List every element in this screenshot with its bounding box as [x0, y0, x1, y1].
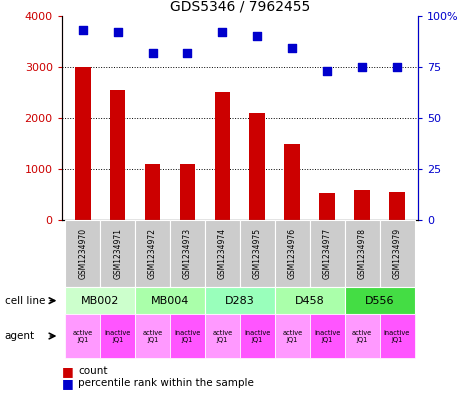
- Text: active
JQ1: active JQ1: [73, 329, 93, 343]
- Bar: [75, 67, 91, 220]
- Bar: [170, 314, 205, 358]
- Bar: [145, 164, 161, 220]
- Bar: [380, 314, 415, 358]
- Text: inactive
JQ1: inactive JQ1: [384, 329, 410, 343]
- Bar: [345, 314, 380, 358]
- Text: GSM1234975: GSM1234975: [253, 228, 262, 279]
- Bar: [205, 314, 240, 358]
- Text: D458: D458: [295, 296, 324, 306]
- Point: [149, 50, 156, 56]
- Text: GSM1234971: GSM1234971: [113, 228, 122, 279]
- Bar: [180, 164, 195, 220]
- Bar: [285, 145, 300, 220]
- Text: count: count: [78, 366, 108, 376]
- Point: [184, 50, 191, 56]
- Text: agent: agent: [5, 331, 35, 341]
- Point: [254, 33, 261, 39]
- Text: percentile rank within the sample: percentile rank within the sample: [78, 378, 254, 388]
- Bar: [275, 220, 310, 287]
- Text: inactive
JQ1: inactive JQ1: [174, 329, 200, 343]
- Bar: [100, 220, 135, 287]
- Text: active
JQ1: active JQ1: [282, 329, 303, 343]
- Text: MB002: MB002: [81, 296, 119, 306]
- Bar: [135, 287, 205, 314]
- Point: [79, 27, 86, 33]
- Bar: [275, 287, 345, 314]
- Bar: [310, 220, 345, 287]
- Bar: [170, 220, 205, 287]
- Bar: [240, 220, 275, 287]
- Bar: [65, 220, 100, 287]
- Bar: [65, 314, 100, 358]
- Text: ■: ■: [62, 365, 74, 378]
- Point: [114, 29, 122, 35]
- Text: active
JQ1: active JQ1: [212, 329, 233, 343]
- Text: inactive
JQ1: inactive JQ1: [104, 329, 131, 343]
- Text: GSM1234979: GSM1234979: [392, 228, 401, 279]
- Text: GSM1234970: GSM1234970: [78, 228, 87, 279]
- Bar: [380, 220, 415, 287]
- Text: inactive
JQ1: inactive JQ1: [314, 329, 341, 343]
- Bar: [215, 92, 230, 220]
- Bar: [354, 191, 370, 220]
- Bar: [275, 314, 310, 358]
- Bar: [249, 113, 265, 220]
- Bar: [389, 192, 405, 220]
- Text: active
JQ1: active JQ1: [352, 329, 372, 343]
- Text: active
JQ1: active JQ1: [142, 329, 162, 343]
- Bar: [205, 287, 275, 314]
- Point: [323, 68, 331, 74]
- Bar: [100, 314, 135, 358]
- Title: GDS5346 / 7962455: GDS5346 / 7962455: [170, 0, 310, 13]
- Point: [218, 29, 226, 35]
- Text: cell line: cell line: [5, 296, 45, 306]
- Text: GSM1234972: GSM1234972: [148, 228, 157, 279]
- Text: ■: ■: [62, 376, 74, 390]
- Text: GSM1234974: GSM1234974: [218, 228, 227, 279]
- Bar: [345, 220, 380, 287]
- Bar: [319, 193, 335, 220]
- Bar: [240, 314, 275, 358]
- Text: D283: D283: [225, 296, 255, 306]
- Bar: [65, 287, 135, 314]
- Text: GSM1234977: GSM1234977: [323, 228, 332, 279]
- Text: MB004: MB004: [151, 296, 189, 306]
- Bar: [135, 220, 170, 287]
- Text: inactive
JQ1: inactive JQ1: [244, 329, 271, 343]
- Text: D556: D556: [365, 296, 394, 306]
- Bar: [205, 220, 240, 287]
- Bar: [135, 314, 170, 358]
- Point: [393, 64, 401, 70]
- Text: GSM1234976: GSM1234976: [288, 228, 297, 279]
- Bar: [345, 287, 415, 314]
- Text: GSM1234973: GSM1234973: [183, 228, 192, 279]
- Bar: [110, 90, 125, 220]
- Point: [358, 64, 366, 70]
- Text: GSM1234978: GSM1234978: [358, 228, 367, 279]
- Bar: [310, 314, 345, 358]
- Point: [288, 45, 296, 51]
